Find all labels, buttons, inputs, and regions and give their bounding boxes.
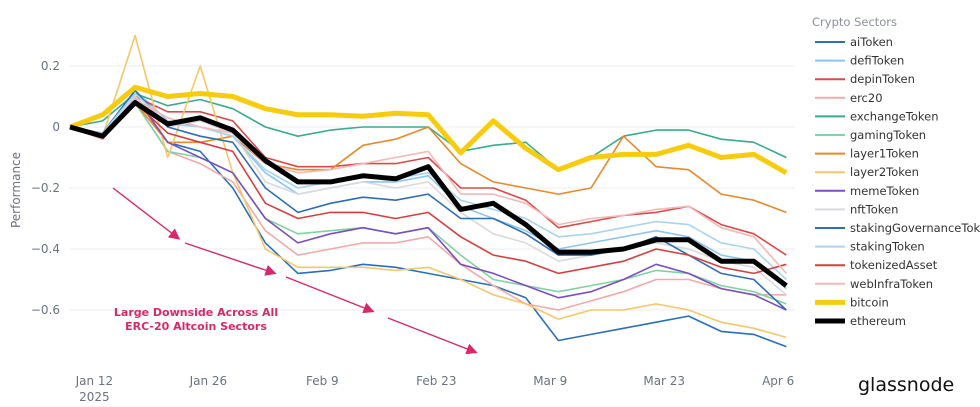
y-tick-label: −0.2 xyxy=(31,181,60,195)
y-axis-label: Performance xyxy=(9,152,23,228)
legend-item-erc20[interactable]: erc20 xyxy=(815,91,883,105)
legend-item-stakingGovernanceToken[interactable]: stakingGovernanceToken xyxy=(815,221,980,235)
legend-label: layer2Token xyxy=(850,165,919,179)
legend-label: layer1Token xyxy=(850,147,919,161)
legend-item-bitcoin[interactable]: bitcoin xyxy=(815,295,889,309)
legend-item-webInfraToken[interactable]: webInfraToken xyxy=(815,277,933,291)
glassnode-logo: glassnode xyxy=(858,374,954,396)
legend-item-stakingToken[interactable]: stakingToken xyxy=(815,240,925,254)
series-line-memeToken xyxy=(69,95,787,311)
legend-item-layer2Token[interactable]: layer2Token xyxy=(815,165,919,179)
legend-label: exchangeToken xyxy=(850,109,939,123)
y-tick-label: 0.2 xyxy=(41,59,60,73)
legend-title: Crypto Sectors xyxy=(812,15,897,29)
legend-label: gamingToken xyxy=(850,128,926,142)
series-line-stakingToken xyxy=(69,92,787,281)
y-tick-label: 0 xyxy=(52,120,60,134)
legend-label: webInfraToken xyxy=(850,277,933,291)
legend-label: memeToken xyxy=(850,184,919,198)
series-line-tokenizedAsset xyxy=(69,101,787,275)
series-line-layer2Token xyxy=(69,34,787,339)
x-tick-year: 2025 xyxy=(79,390,110,404)
y-axis-ticks: 0.2 0 −0.2 −0.4 −0.6 xyxy=(31,59,60,317)
legend-item-tokenizedAsset[interactable]: tokenizedAsset xyxy=(815,258,938,272)
series-line-depinToken xyxy=(69,95,787,256)
x-tick-label: Jan 26 xyxy=(189,374,228,388)
series-line-ethereum xyxy=(69,100,788,288)
legend-item-aiToken[interactable]: aiToken xyxy=(815,35,893,49)
annotation-arrow xyxy=(387,317,478,355)
series-lines xyxy=(69,34,788,348)
series-line-nftToken xyxy=(69,95,787,296)
series-line-webInfraToken xyxy=(69,98,787,274)
series-line-defiToken xyxy=(69,89,787,290)
x-tick-label: Mar 9 xyxy=(533,374,567,388)
legend-item-ethereum[interactable]: ethereum xyxy=(815,314,906,328)
annotation-arrows xyxy=(112,187,478,355)
legend-label: bitcoin xyxy=(850,295,889,309)
legend-label: erc20 xyxy=(850,91,883,105)
x-tick-label: Jan 12 xyxy=(75,374,114,388)
x-tick-label: Feb 23 xyxy=(416,374,456,388)
series-line-aiToken xyxy=(69,95,787,348)
legend-item-exchangeToken[interactable]: exchangeToken xyxy=(815,109,939,123)
annotation-arrow xyxy=(112,187,181,240)
legend-item-layer1Token[interactable]: layer1Token xyxy=(815,147,919,161)
series-line-erc20 xyxy=(69,101,787,311)
y-tick-label: −0.4 xyxy=(31,242,60,256)
annotation-line-2: ERC-20 Altcoin Sectors xyxy=(125,320,267,333)
legend-label: depinToken xyxy=(850,72,915,86)
legend-label: defiToken xyxy=(850,54,904,68)
legend-item-memeToken[interactable]: memeToken xyxy=(815,184,919,198)
x-axis-ticks: Jan 12 2025 Jan 26 Feb 9 Feb 23 Mar 9 Mar 23 Ap… xyxy=(75,374,795,404)
legend-label: ethereum xyxy=(850,314,906,328)
legend-label: stakingGovernanceToken xyxy=(850,221,980,235)
annotation-arrow xyxy=(285,276,375,314)
x-tick-label: Feb 9 xyxy=(306,374,339,388)
legend-label: nftToken xyxy=(850,202,898,216)
y-tick-label: −0.6 xyxy=(31,303,60,317)
legend-label: aiToken xyxy=(850,35,893,49)
legend-label: stakingToken xyxy=(850,240,925,254)
series-line-stakingGovernanceToken xyxy=(69,89,787,311)
legend: Crypto Sectors aiToken defiToken depinToke… xyxy=(812,15,980,328)
annotation-arrow xyxy=(184,242,277,276)
x-tick-label: Apr 6 xyxy=(762,374,794,388)
legend-item-depinToken[interactable]: depinToken xyxy=(815,72,915,86)
legend-item-defiToken[interactable]: defiToken xyxy=(815,54,904,68)
legend-item-nftToken[interactable]: nftToken xyxy=(815,202,898,216)
series-line-layer1Token xyxy=(69,101,787,214)
x-tick-label: Mar 23 xyxy=(643,374,685,388)
series-line-bitcoin xyxy=(69,84,788,175)
gridlines xyxy=(70,65,795,311)
legend-item-gamingToken[interactable]: gamingToken xyxy=(815,128,926,142)
annotation-line-1: Large Downside Across All xyxy=(114,306,278,319)
legend-label: tokenizedAsset xyxy=(850,258,938,272)
